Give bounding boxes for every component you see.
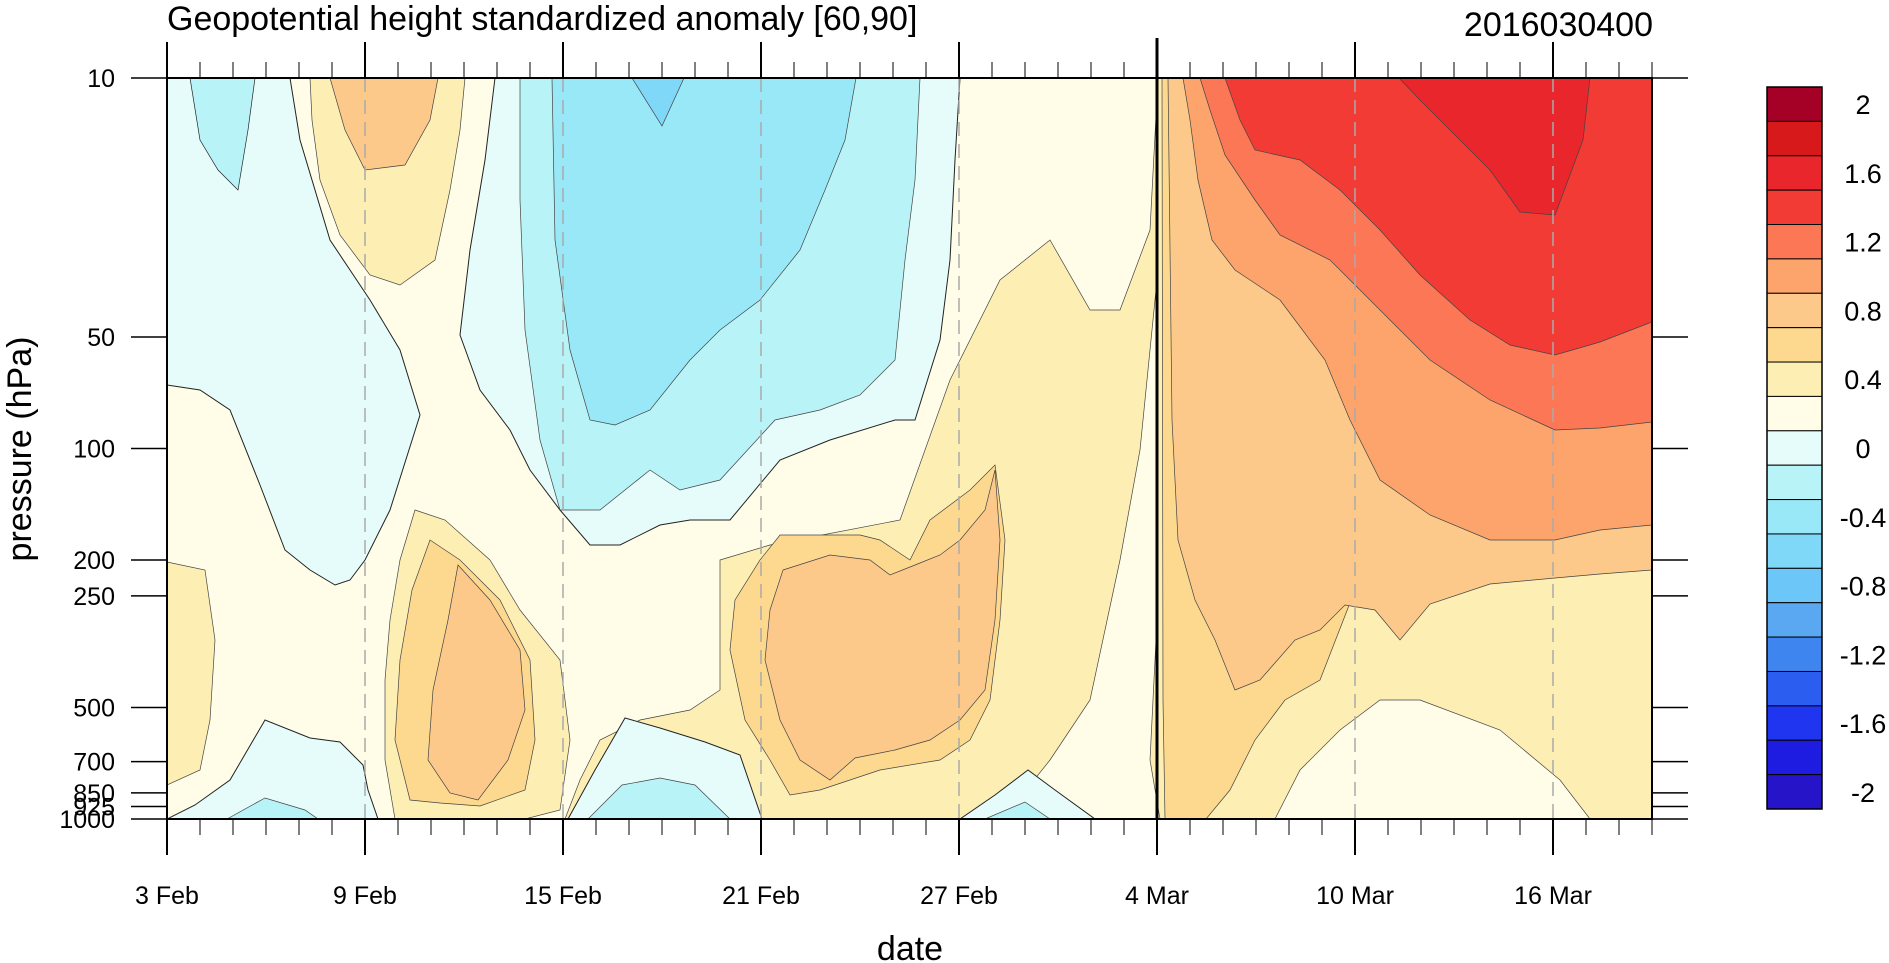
y-tick-label: 100	[73, 436, 115, 464]
x-tick-label: 21 Feb	[722, 882, 800, 910]
colorbar-swatch	[1766, 670, 1823, 707]
x-tick-label: 4 Mar	[1125, 882, 1189, 910]
colorbar-swatch	[1766, 464, 1823, 501]
y-tick-label: 200	[73, 547, 115, 575]
x-tick-label: 3 Feb	[135, 882, 199, 910]
colorbar-label: -2	[1851, 778, 1875, 808]
colorbar-swatch	[1766, 430, 1823, 466]
contour-pos-weak-center-low	[564, 78, 1181, 819]
contour-pos-mid-lower-left	[427, 564, 526, 801]
colorbar-swatch	[1766, 361, 1823, 397]
colorbar-label: -1.2	[1840, 640, 1887, 670]
colorbar-swatch	[1766, 395, 1823, 432]
y-tick-label: 925	[73, 793, 115, 821]
colorbar-swatch	[1766, 189, 1823, 226]
contour-neg-weak-left	[167, 78, 421, 586]
colorbar-swatch	[1766, 86, 1823, 122]
colorbar-swatch	[1766, 705, 1823, 741]
y-tick-label: 500	[73, 694, 115, 722]
y-tick-label: 1000	[59, 806, 115, 834]
colorbar-swatch	[1766, 774, 1823, 810]
chart-date-label: 2016030400	[1464, 6, 1653, 44]
plot-frame	[166, 77, 1653, 820]
y-tick-label: 250	[73, 583, 115, 611]
chart-title: Geopotential height standardized anomaly…	[167, 0, 917, 38]
x-tick-label: 15 Feb	[524, 882, 602, 910]
x-tick-label: 10 Mar	[1316, 882, 1394, 910]
contour-neg-mid-center	[551, 78, 857, 426]
colorbar-swatch	[1766, 327, 1823, 363]
colorbar-swatch	[1766, 224, 1823, 260]
contour-field	[167, 78, 1652, 819]
y-tick-label: 10	[87, 65, 115, 93]
colorbar-label: 0	[1855, 434, 1870, 464]
contour-neg-light-lower-left	[226, 797, 319, 819]
colorbar-swatch	[1766, 292, 1823, 329]
contour-pos-deep-right	[1398, 78, 1591, 216]
contour-pos-weak-left-edge	[167, 561, 216, 786]
y-tick-label: 50	[87, 324, 115, 352]
x-tick-label: 27 Feb	[920, 882, 998, 910]
contour-neg-weak-march1	[959, 769, 1096, 819]
colorbar-swatch	[1766, 120, 1823, 157]
colorbar-label: -0.4	[1840, 503, 1887, 533]
colorbar-swatch	[1766, 499, 1823, 535]
colorbar: 2 1.6 1.2 0.8 0.4 0 -0.4 -0.8 -1.2 -1.6 -2	[1766, 86, 1887, 810]
colorbar-label: 0.8	[1844, 296, 1882, 326]
colorbar-label: 1.6	[1844, 159, 1882, 189]
x-tick-label: 9 Feb	[333, 882, 397, 910]
colorbar-swatch	[1766, 155, 1823, 191]
colorbar-label: 2	[1855, 90, 1870, 120]
x-tick-label: 16 Mar	[1514, 882, 1592, 910]
x-axis-ticks: 3 Feb 9 Feb 15 Feb 21 Feb 27 Feb 4 Mar 10 Mar 1…	[135, 42, 1653, 910]
contour-neg-strong-center	[631, 78, 685, 127]
colorbar-label: 1.2	[1844, 228, 1882, 258]
y-tick-label: 700	[73, 749, 115, 777]
contour-neg-weak-lower-left	[167, 719, 379, 819]
colorbar-swatch	[1766, 602, 1823, 638]
colorbar-swatch	[1766, 533, 1823, 569]
contour-pos-mid-center-low	[764, 469, 1001, 781]
y-axis-title: pressure (hPa)	[1, 337, 39, 562]
x-dashed-gridlines	[364, 78, 1554, 819]
x-axis-title: date	[877, 930, 943, 963]
y-tick-label: 850	[73, 780, 115, 808]
colorbar-label: -0.8	[1840, 572, 1887, 602]
colorbar-label: -1.6	[1840, 709, 1887, 739]
colorbar-swatch	[1766, 739, 1823, 776]
colorbar-swatch	[1766, 258, 1823, 294]
contour-pos-light-upper-left	[329, 78, 439, 171]
contour-neg-light-march1	[984, 801, 1051, 819]
colorbar-swatch	[1766, 567, 1823, 604]
colorbar-frame	[1766, 86, 1823, 810]
contour-neg-light-center-bottom	[587, 777, 731, 819]
colorbar-swatch	[1766, 636, 1823, 672]
contour-neg-light-left	[189, 78, 256, 191]
colorbar-label: 0.4	[1844, 365, 1882, 395]
